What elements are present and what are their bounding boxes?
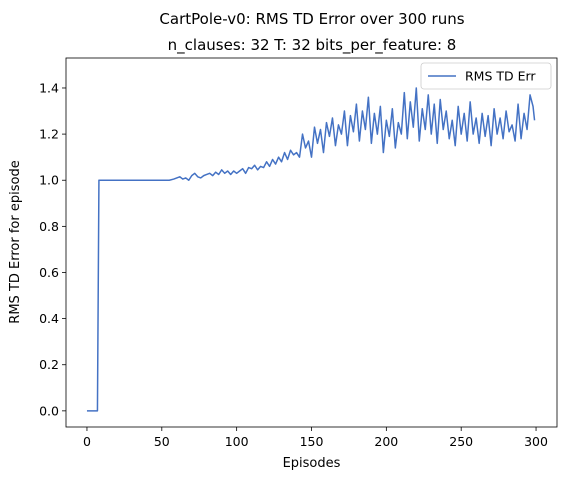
x-tick-label-2: 100 [225, 434, 249, 449]
y-tick-label-1: 0.2 [39, 357, 59, 372]
x-axis: 0 50 100 150 200 250 300 [83, 427, 548, 449]
x-tick-label-3: 150 [300, 434, 324, 449]
x-tick-label-0: 0 [83, 434, 91, 449]
legend-label: RMS TD Err [465, 69, 536, 84]
plot-area [65, 57, 558, 428]
chart-title: CartPole-v0: RMS TD Error over 300 runs [159, 10, 464, 28]
x-tick-label-5: 250 [449, 434, 473, 449]
x-axis-label: Episodes [283, 456, 341, 471]
y-axis: 0.0 0.2 0.4 0.6 0.8 1.0 1.2 1.4 [39, 80, 66, 418]
series-line-rms-td-err [86, 87, 536, 412]
y-axis-label: RMS TD Error for episode [8, 160, 23, 323]
x-tick-label-4: 200 [374, 434, 398, 449]
y-tick-label-6: 1.2 [39, 127, 59, 142]
x-tick-label-1: 50 [154, 434, 170, 449]
y-tick-label-7: 1.4 [39, 80, 59, 95]
chart-subtitle: n_clauses: 32 T: 32 bits_per_feature: 8 [168, 36, 457, 55]
legend-box [420, 62, 552, 90]
y-tick-label-2: 0.4 [39, 311, 59, 326]
y-tick-label-4: 0.8 [39, 219, 59, 234]
y-tick-label-5: 1.0 [39, 173, 59, 188]
y-tick-label-3: 0.6 [39, 265, 59, 280]
x-tick-label-6: 300 [524, 434, 548, 449]
legend: RMS TD Err [420, 62, 552, 90]
y-tick-label-0: 0.0 [39, 403, 59, 418]
